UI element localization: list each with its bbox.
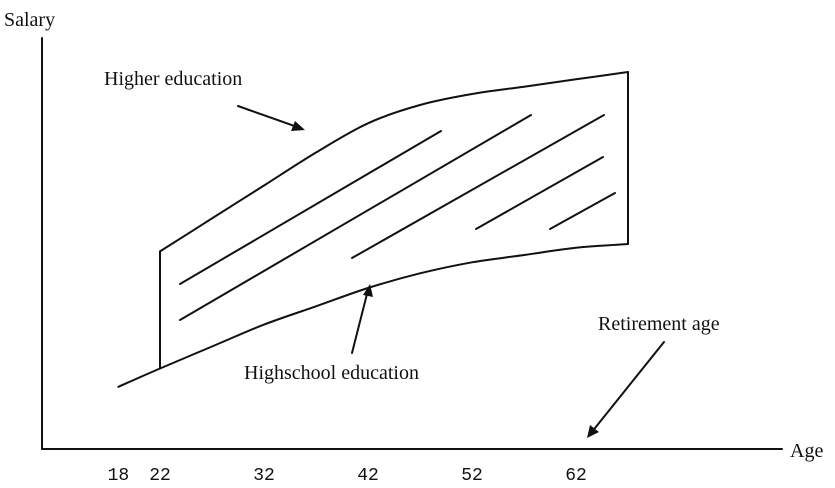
x-tick-label: 18: [108, 466, 130, 486]
y-axis-label: Salary: [4, 9, 55, 31]
arrow-higher-education: [237, 105, 301, 129]
x-tick-label: 52: [461, 466, 483, 486]
arrow-retirement-age: [590, 341, 665, 434]
annotation-higher-education: Higher education: [104, 68, 242, 90]
arrow-head: [587, 425, 599, 438]
arrow-head: [363, 284, 373, 297]
band-hatching: [179, 114, 616, 321]
x-axis-label: Age: [790, 440, 823, 462]
annotation-retirement-age: Retirement age: [598, 313, 720, 335]
arrow-head: [291, 121, 305, 131]
hatch-line: [475, 156, 604, 230]
higher-education-curve: [159, 71, 629, 253]
x-tick-label: 62: [565, 466, 587, 486]
x-tick-label: 22: [149, 466, 171, 486]
x-tick-label: 32: [253, 466, 275, 486]
hatch-line: [351, 114, 605, 259]
arrow-highschool-education: [351, 289, 369, 354]
annotation-highschool-education: Highschool education: [244, 362, 419, 384]
hatch-line: [179, 130, 442, 285]
x-tick-labels: 18 22 32 42 52 62: [108, 466, 587, 486]
hatch-line: [549, 192, 616, 230]
hatch-line: [179, 114, 532, 321]
x-tick-label: 42: [357, 466, 379, 486]
